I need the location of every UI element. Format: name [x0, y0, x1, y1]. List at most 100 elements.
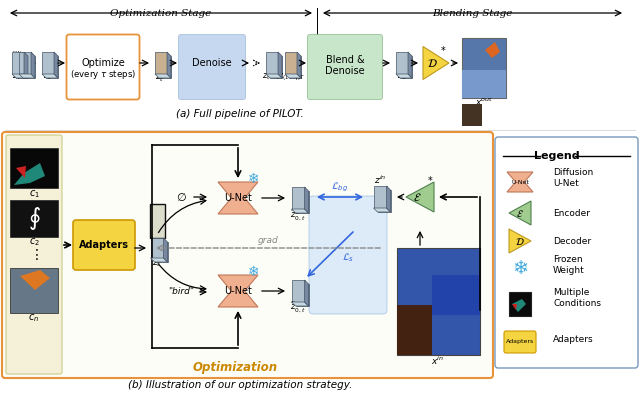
Text: grad: grad — [258, 236, 278, 245]
FancyBboxPatch shape — [16, 56, 28, 78]
Text: $z^{in}$: $z^{in}$ — [374, 174, 387, 186]
FancyBboxPatch shape — [504, 331, 536, 353]
FancyBboxPatch shape — [159, 56, 171, 78]
Text: $x^{in}$: $x^{in}$ — [431, 355, 445, 367]
Polygon shape — [20, 270, 50, 290]
FancyBboxPatch shape — [10, 148, 58, 188]
Polygon shape — [19, 74, 35, 78]
FancyBboxPatch shape — [270, 56, 282, 78]
FancyBboxPatch shape — [23, 56, 35, 78]
FancyBboxPatch shape — [462, 104, 482, 126]
Polygon shape — [218, 275, 258, 307]
FancyBboxPatch shape — [462, 38, 506, 98]
Text: $\mathcal{E}$: $\mathcal{E}$ — [516, 208, 524, 219]
Polygon shape — [24, 52, 28, 78]
Text: (every $\tau$ steps): (every $\tau$ steps) — [70, 67, 136, 80]
FancyBboxPatch shape — [73, 220, 135, 270]
Text: Decoder: Decoder — [553, 236, 591, 245]
Polygon shape — [406, 182, 434, 212]
Polygon shape — [12, 74, 28, 78]
Polygon shape — [387, 186, 390, 212]
Text: (a) Full pipeline of PILOT.: (a) Full pipeline of PILOT. — [176, 109, 304, 119]
Text: $\oint$: $\oint$ — [28, 204, 40, 232]
Polygon shape — [423, 46, 449, 80]
Polygon shape — [16, 166, 26, 178]
Text: $z_{(1-\gamma)T}$: $z_{(1-\gamma)T}$ — [278, 71, 305, 83]
Text: Diffusion
U-Net: Diffusion U-Net — [553, 168, 593, 188]
Polygon shape — [305, 187, 308, 213]
Text: $x^{out}$: $x^{out}$ — [475, 96, 493, 108]
Polygon shape — [291, 302, 308, 306]
Text: $\mathcal{D}$: $\mathcal{D}$ — [427, 57, 437, 69]
Polygon shape — [374, 208, 390, 212]
FancyBboxPatch shape — [296, 191, 308, 213]
FancyBboxPatch shape — [309, 196, 387, 314]
Polygon shape — [509, 229, 531, 253]
Text: Legend: Legend — [534, 151, 580, 161]
Text: Denoise: Denoise — [192, 58, 232, 68]
FancyBboxPatch shape — [397, 248, 480, 355]
Text: $c_n$: $c_n$ — [28, 312, 40, 324]
Polygon shape — [266, 74, 282, 78]
Polygon shape — [507, 172, 533, 192]
Text: $\mathcal{L}_{s}$: $\mathcal{L}_{s}$ — [342, 252, 354, 264]
Text: $c_1$: $c_1$ — [29, 188, 40, 200]
FancyBboxPatch shape — [155, 52, 167, 74]
Text: $z_t$: $z_t$ — [44, 72, 52, 82]
FancyBboxPatch shape — [67, 35, 140, 100]
Polygon shape — [485, 42, 500, 58]
Polygon shape — [31, 52, 35, 78]
Text: $z_t$: $z_t$ — [152, 259, 162, 269]
Text: "bird": "bird" — [168, 288, 194, 297]
FancyBboxPatch shape — [179, 35, 246, 100]
FancyBboxPatch shape — [150, 204, 165, 238]
Text: *: * — [428, 176, 433, 186]
FancyBboxPatch shape — [289, 56, 301, 78]
Polygon shape — [167, 52, 171, 78]
FancyBboxPatch shape — [397, 305, 432, 355]
Polygon shape — [408, 52, 412, 78]
Text: ❄: ❄ — [248, 265, 260, 279]
Text: Adapters: Adapters — [506, 340, 534, 344]
Text: $\mathcal{L}_{bg}$: $\mathcal{L}_{bg}$ — [332, 180, 349, 194]
Text: Encoder: Encoder — [553, 208, 590, 217]
Text: Frozen
Weight: Frozen Weight — [553, 255, 585, 275]
FancyBboxPatch shape — [19, 52, 31, 74]
Polygon shape — [42, 74, 58, 78]
FancyBboxPatch shape — [6, 135, 62, 374]
FancyBboxPatch shape — [495, 137, 638, 368]
Polygon shape — [14, 163, 45, 185]
Polygon shape — [155, 74, 171, 78]
Text: $\varnothing$: $\varnothing$ — [175, 191, 186, 203]
Text: Adapters: Adapters — [553, 336, 594, 344]
Polygon shape — [396, 74, 412, 78]
Text: U-Net: U-Net — [224, 286, 252, 296]
Text: $z_t^*$: $z_t^*$ — [156, 69, 166, 84]
Text: Multiple
Conditions: Multiple Conditions — [553, 288, 601, 308]
FancyBboxPatch shape — [154, 242, 168, 262]
Text: Adapters: Adapters — [79, 240, 129, 250]
Text: $c_2$: $c_2$ — [29, 236, 40, 248]
Text: $z_{t-\tau}$: $z_{t-\tau}$ — [262, 72, 282, 82]
FancyBboxPatch shape — [396, 52, 408, 74]
Text: $\mathcal{E}$: $\mathcal{E}$ — [413, 191, 421, 203]
FancyBboxPatch shape — [266, 52, 278, 74]
Text: $z_0$: $z_0$ — [397, 72, 407, 82]
FancyBboxPatch shape — [42, 52, 54, 74]
FancyBboxPatch shape — [296, 284, 308, 306]
FancyBboxPatch shape — [307, 35, 383, 100]
Text: $\mathcal{D}$: $\mathcal{D}$ — [515, 236, 525, 247]
FancyBboxPatch shape — [46, 56, 58, 78]
Polygon shape — [512, 299, 526, 312]
Text: Optimization Stage: Optimization Stage — [110, 9, 212, 17]
Polygon shape — [512, 304, 517, 310]
FancyBboxPatch shape — [10, 268, 58, 313]
FancyBboxPatch shape — [374, 186, 387, 208]
Text: Denoise: Denoise — [325, 66, 365, 76]
Text: Optimize: Optimize — [81, 58, 125, 68]
FancyBboxPatch shape — [432, 275, 480, 315]
Polygon shape — [305, 280, 308, 306]
Text: *: * — [440, 46, 445, 56]
Text: ❄: ❄ — [248, 172, 260, 186]
FancyBboxPatch shape — [291, 280, 305, 302]
